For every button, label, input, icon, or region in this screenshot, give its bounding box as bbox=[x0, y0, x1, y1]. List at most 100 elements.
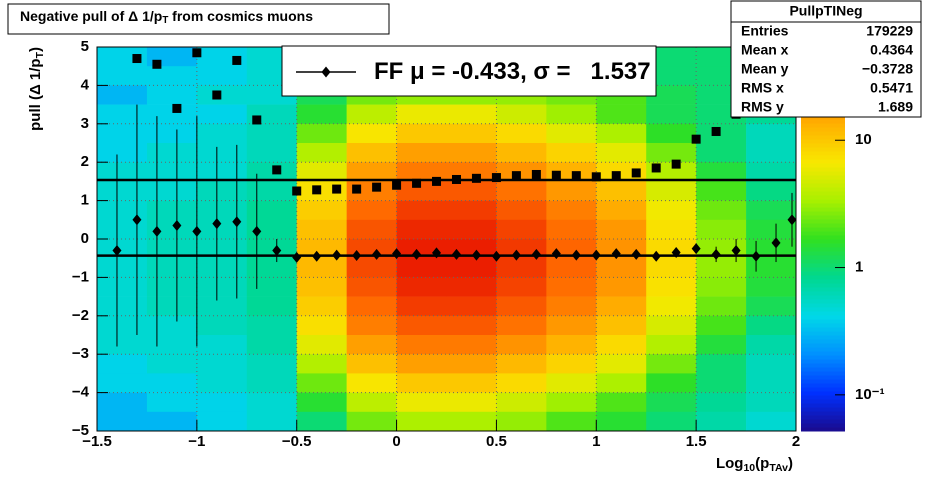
heat-cell bbox=[746, 373, 797, 393]
x-tick-label: 1 bbox=[592, 433, 600, 450]
heat-cell bbox=[696, 143, 747, 163]
x-tick-label: −1.5 bbox=[82, 433, 112, 450]
stats-value: 179229 bbox=[866, 23, 913, 39]
colorbar-slice bbox=[801, 199, 845, 204]
heat-cell bbox=[97, 181, 148, 201]
y-tick-label: −1 bbox=[72, 268, 89, 285]
colorbar-slice bbox=[801, 271, 845, 276]
heat-cell bbox=[446, 181, 497, 201]
heat-cell bbox=[746, 277, 797, 297]
colorbar-slice bbox=[801, 427, 845, 432]
heat-cell bbox=[696, 219, 747, 240]
heat-cell bbox=[346, 104, 397, 125]
colorbar-slice bbox=[801, 407, 845, 412]
colorbar-slice bbox=[801, 411, 845, 416]
text-part: Log bbox=[716, 455, 744, 472]
heat-cell bbox=[346, 373, 397, 393]
heat-cell bbox=[546, 392, 597, 413]
colorbar-slice bbox=[801, 295, 845, 300]
heat-cell bbox=[97, 277, 148, 297]
heat-cell bbox=[246, 200, 298, 221]
heat-cell bbox=[146, 85, 198, 105]
colorbar-slice bbox=[801, 247, 845, 252]
colorbar-slice bbox=[801, 251, 845, 256]
heat-cell bbox=[196, 123, 248, 144]
sigma-marker bbox=[172, 103, 182, 113]
heat-cell bbox=[696, 277, 747, 297]
heat-cell bbox=[346, 143, 397, 163]
colorbar-slice bbox=[801, 231, 845, 236]
mean-marker bbox=[651, 250, 661, 262]
colorbar-slice bbox=[801, 259, 845, 264]
heat-cell bbox=[746, 354, 797, 374]
colorbar-slice bbox=[801, 167, 845, 172]
colorbar-slice bbox=[801, 203, 845, 208]
heat-cell bbox=[396, 258, 447, 278]
heat-cell bbox=[246, 277, 298, 297]
heat-cell bbox=[296, 123, 347, 144]
heat-cell bbox=[97, 392, 148, 413]
mean-marker bbox=[212, 218, 222, 230]
mean-marker bbox=[731, 245, 741, 257]
heat-cell bbox=[546, 411, 597, 432]
heat-cell bbox=[346, 277, 397, 297]
sigma-marker bbox=[312, 185, 322, 195]
heat-cell bbox=[446, 200, 497, 221]
heat-cell bbox=[296, 411, 347, 432]
colorbar-slice bbox=[801, 323, 845, 328]
heat-cell bbox=[296, 277, 347, 297]
heat-cell bbox=[396, 181, 447, 201]
heat-cell bbox=[446, 373, 497, 393]
heat-cell bbox=[196, 315, 248, 336]
heat-cell bbox=[346, 354, 397, 374]
y-tick-label: 0 bbox=[81, 230, 89, 247]
colorbar-slice bbox=[801, 267, 845, 272]
heat-cell bbox=[496, 181, 547, 201]
heat-cell bbox=[546, 143, 597, 163]
heat-cell bbox=[396, 411, 447, 432]
heat-cell bbox=[97, 373, 148, 393]
sigma-marker bbox=[571, 171, 581, 181]
heat-cell bbox=[546, 181, 597, 201]
heat-cell bbox=[746, 143, 797, 163]
heat-cell bbox=[97, 123, 148, 144]
x-tick-label: 1.5 bbox=[686, 433, 707, 450]
heat-cell bbox=[396, 277, 447, 297]
heat-cell bbox=[97, 143, 148, 163]
heat-cell bbox=[196, 335, 248, 355]
heat-cell bbox=[146, 123, 198, 144]
x-axis-label: Log10(pTAv) bbox=[716, 455, 793, 474]
y-tick-label: −5 bbox=[72, 422, 89, 439]
heat-cell bbox=[196, 85, 248, 105]
heat-cell bbox=[346, 315, 397, 336]
heat-cell bbox=[646, 200, 697, 221]
heat-cell bbox=[196, 162, 248, 182]
colorbar-slice bbox=[801, 419, 845, 424]
heat-cell bbox=[146, 162, 198, 182]
heat-cell bbox=[146, 104, 198, 125]
stats-box bbox=[730, 0, 922, 118]
sigma-marker bbox=[591, 172, 601, 182]
heat-cell bbox=[646, 123, 697, 144]
legend-text: FF μ = -0.433, σ = 1.537 bbox=[374, 58, 651, 85]
mean-marker bbox=[372, 248, 382, 260]
colorbar-slice bbox=[801, 375, 845, 380]
heat-cell bbox=[696, 258, 747, 278]
mean-marker bbox=[412, 248, 422, 260]
x-tick-label: −0.5 bbox=[282, 433, 312, 450]
colorbar-slice bbox=[801, 139, 845, 144]
heat-cell bbox=[296, 315, 347, 336]
sigma-marker bbox=[691, 134, 701, 144]
y-tick-label: 1 bbox=[81, 192, 89, 209]
stats-name: RMS y bbox=[741, 99, 784, 115]
heat-cell bbox=[97, 411, 148, 432]
colorbar-slice bbox=[801, 339, 845, 344]
z-tick-label: 10 bbox=[855, 131, 872, 148]
heat-cell bbox=[546, 200, 597, 221]
colorbar-slice bbox=[801, 127, 845, 132]
y-tick-label: −3 bbox=[72, 345, 89, 362]
heat-cell bbox=[346, 162, 397, 182]
heat-cell bbox=[646, 335, 697, 355]
stats-value: 0.4364 bbox=[870, 42, 913, 58]
text-part: 10 bbox=[743, 462, 755, 474]
